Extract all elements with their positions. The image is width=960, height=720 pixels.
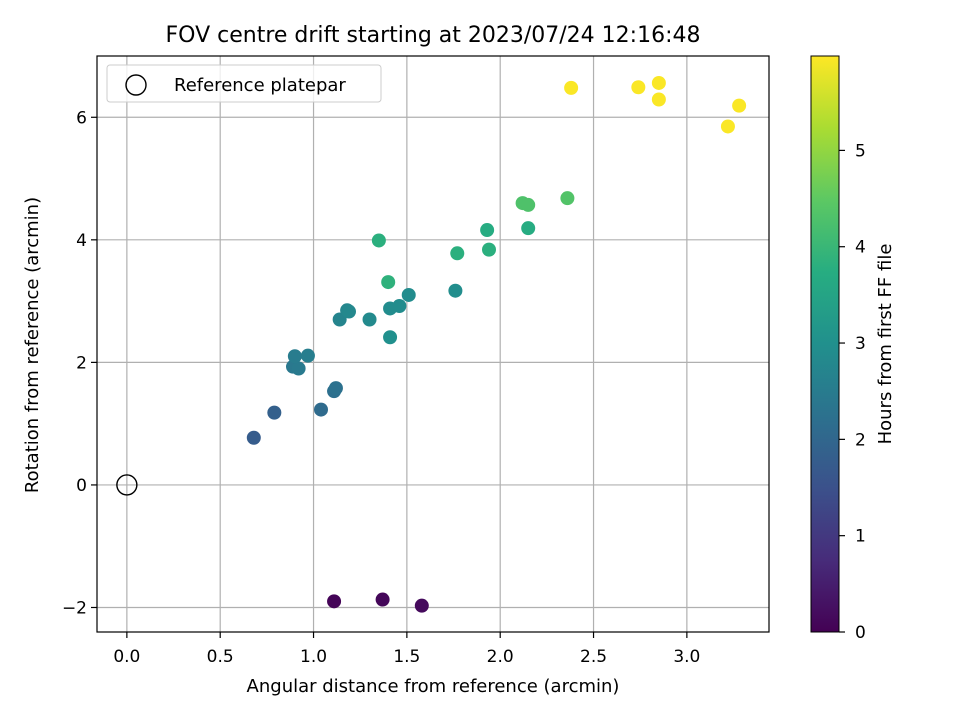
colorbar-label: Hours from first FF file xyxy=(875,244,896,445)
data-point xyxy=(362,312,377,327)
data-point xyxy=(651,75,666,90)
data-point xyxy=(521,197,536,212)
data-point xyxy=(327,594,342,609)
legend-marker-reference xyxy=(125,74,147,96)
data-point xyxy=(392,299,407,314)
data-point xyxy=(521,221,536,236)
data-point xyxy=(246,430,261,445)
y-tick-label: −2 xyxy=(62,598,87,618)
data-point xyxy=(401,287,416,302)
data-point xyxy=(732,98,747,113)
chart-title: FOV centre drift starting at 2023/07/24 … xyxy=(166,23,701,48)
colorbar-tick-label: 1 xyxy=(855,527,866,547)
data-point xyxy=(631,80,646,95)
colorbar-tick-label: 5 xyxy=(855,141,866,161)
x-axis-label: Angular distance from reference (arcmin) xyxy=(247,676,620,697)
data-point xyxy=(720,119,735,134)
data-point xyxy=(482,242,496,257)
colorbar-axis: 0 1 2 3 4 5 xyxy=(839,141,866,643)
data-point xyxy=(560,191,575,206)
colorbar-tick-label: 3 xyxy=(855,334,866,354)
plot-frame xyxy=(96,55,770,633)
data-point xyxy=(342,304,356,319)
y-axis: −2 0 2 4 6 xyxy=(62,108,97,618)
data-point xyxy=(448,283,463,298)
data-point xyxy=(414,598,429,613)
x-tick-label: 0.0 xyxy=(113,647,140,667)
data-point xyxy=(291,361,306,376)
colorbar-tick-label: 2 xyxy=(855,430,866,450)
y-tick-label: 0 xyxy=(76,476,87,496)
data-point xyxy=(564,80,579,95)
x-tick-label: 1.0 xyxy=(300,647,327,667)
data-point xyxy=(300,348,315,363)
data-point xyxy=(651,92,666,107)
colorbar xyxy=(810,55,840,633)
data-point xyxy=(383,330,398,345)
reference-point xyxy=(116,474,138,496)
y-tick-label: 4 xyxy=(76,231,87,251)
legend: Reference platepar xyxy=(106,64,382,103)
data-point xyxy=(267,405,282,420)
x-tick-label: 2.5 xyxy=(580,647,607,667)
data-point xyxy=(314,402,328,417)
x-tick-label: 3.0 xyxy=(673,647,700,667)
data-point xyxy=(371,233,386,248)
y-axis-label: Rotation from reference (arcmin) xyxy=(22,197,43,493)
x-tick-label: 0.5 xyxy=(207,647,234,667)
data-point xyxy=(381,275,396,290)
y-tick-label: 2 xyxy=(76,353,87,373)
legend-label-reference: Reference platepar xyxy=(174,75,346,96)
reference-marker-layer xyxy=(116,474,138,496)
data-point xyxy=(328,381,343,396)
data-point xyxy=(375,592,390,607)
grid xyxy=(97,56,769,632)
points-layer xyxy=(246,75,747,613)
x-tick-label: 2.0 xyxy=(487,647,514,667)
colorbar-tick-label: 0 xyxy=(855,623,866,643)
data-point xyxy=(287,349,302,364)
x-axis: 0.0 0.5 1.0 1.5 2.0 2.5 3.0 xyxy=(113,632,700,667)
data-point xyxy=(480,223,495,238)
colorbar-tick-label: 4 xyxy=(855,238,866,258)
y-tick-label: 6 xyxy=(76,108,87,128)
x-tick-label: 1.5 xyxy=(393,647,420,667)
data-point xyxy=(450,246,465,261)
legend-box xyxy=(106,64,382,103)
